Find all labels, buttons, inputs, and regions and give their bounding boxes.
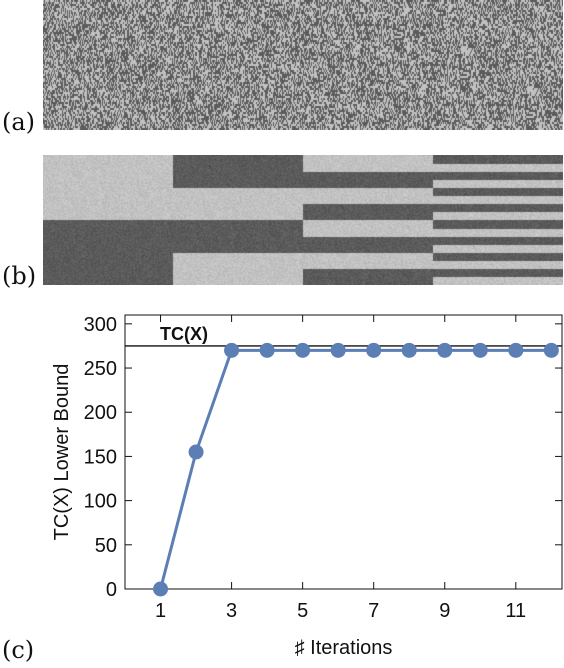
- y-tick-label: 250: [84, 358, 117, 380]
- series-layer: [125, 342, 562, 597]
- reference-line-label: TC(X): [160, 324, 208, 344]
- x-axis-label: ♯ Iterations: [295, 637, 393, 659]
- series-line: [159, 348, 552, 590]
- y-tick-label: 50: [95, 535, 117, 557]
- y-tick-label: 150: [84, 446, 117, 468]
- data-point: [330, 342, 346, 358]
- data-point: [508, 342, 524, 358]
- x-tick-label: 11: [505, 600, 526, 622]
- y-tick-label: 300: [84, 314, 117, 336]
- chart-axes: 0 50 100 150 200 250 300 1 3 5 7 9 11: [84, 314, 563, 622]
- data-point: [224, 342, 240, 358]
- x-tick-label: 1: [155, 600, 166, 622]
- data-point: [188, 444, 204, 460]
- data-point: [259, 342, 275, 358]
- plot-frame: [124, 314, 563, 590]
- x-tick-label: 3: [226, 600, 237, 622]
- y-tick-label: 200: [84, 402, 117, 424]
- data-point: [366, 342, 382, 358]
- data-point: [472, 342, 488, 358]
- tc-lower-bound-chart: 0 50 100 150 200 250 300 1 3 5 7 9 11 ♯ Iterations T…: [51, 314, 563, 659]
- y-axis-label: TC(X) Lower Bound: [51, 364, 73, 541]
- data-point: [543, 342, 559, 358]
- structured-block-matrix: [43, 155, 563, 285]
- panel-b-label: (b): [2, 262, 37, 290]
- data-point: [295, 342, 311, 358]
- data-point: [401, 342, 417, 358]
- y-tick-label: 100: [84, 491, 117, 513]
- data-point: [153, 581, 169, 597]
- panel-c-label: (c): [2, 636, 35, 664]
- random-binary-matrix: [43, 0, 563, 130]
- x-tick-label: 9: [439, 600, 450, 622]
- panel-a-label: (a): [2, 108, 36, 136]
- y-tick-label: 0: [106, 579, 117, 601]
- x-tick-label: 7: [368, 600, 379, 622]
- data-point: [437, 342, 453, 358]
- x-tick-label: 5: [297, 600, 308, 622]
